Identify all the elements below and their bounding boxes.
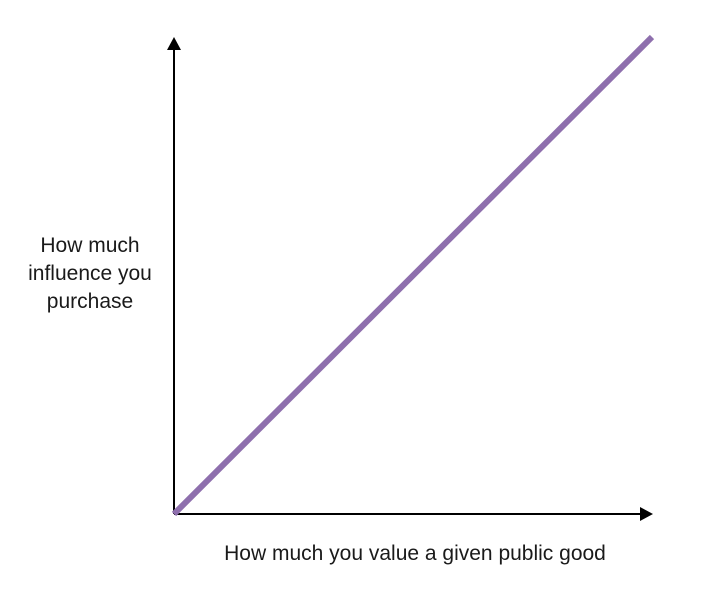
series-line-1 <box>171 34 655 517</box>
axes <box>167 37 653 521</box>
x-axis-label: How much you value a given public good <box>224 542 606 565</box>
series-layer <box>171 34 655 517</box>
y-axis-arrowhead <box>167 37 181 50</box>
x-axis-arrowhead <box>640 507 653 521</box>
y-axis-label: How much influence you purchase <box>28 234 152 313</box>
